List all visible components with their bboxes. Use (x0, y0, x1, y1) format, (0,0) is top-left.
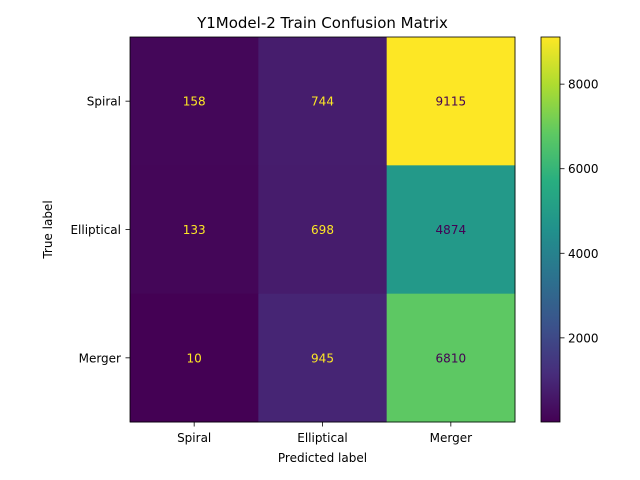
heatmap-cell (258, 293, 388, 423)
colorbar-tick-label: 6000 (568, 162, 599, 176)
colorbar-gradient (540, 36, 561, 423)
y-tick-label: Elliptical (70, 223, 121, 237)
cell-value-label: 9115 (436, 95, 467, 109)
cell-value-label: 4874 (436, 223, 467, 237)
cell-value-label: 158 (183, 95, 206, 109)
cell-value-label: 10 (187, 351, 202, 365)
cell-value-label: 6810 (436, 351, 467, 365)
cell-value-label: 133 (183, 223, 206, 237)
y-axis-ticks: Spiral Elliptical Merger (70, 95, 130, 365)
cell-value-label: 744 (311, 95, 334, 109)
heatmap-cells (130, 37, 516, 423)
y-axis-label: True label (41, 200, 55, 259)
colorbar-tick-label: 2000 (568, 331, 599, 345)
y-tick-label: Merger (79, 351, 121, 365)
heatmap-cell (130, 293, 259, 423)
cell-value-label: 698 (311, 223, 334, 237)
heatmap-cell (386, 37, 516, 166)
colorbar-tick-label: 8000 (568, 78, 599, 92)
heatmap-cell (386, 293, 516, 423)
heatmap-cell (386, 165, 516, 295)
colorbar-tick-label: 4000 (568, 247, 599, 261)
x-tick-label: Merger (430, 431, 472, 445)
heatmap-cell (130, 165, 259, 295)
colorbar-ticks: 2000 4000 6000 8000 (560, 78, 599, 345)
cell-value-label: 945 (311, 351, 334, 365)
x-tick-label: Elliptical (297, 431, 348, 445)
x-tick-label: Spiral (177, 431, 211, 445)
x-axis-ticks: Spiral Elliptical Merger (177, 422, 472, 445)
x-axis-label: Predicted label (278, 451, 367, 465)
heatmap-cell (258, 37, 388, 166)
chart-title: Y1Model-2 Train Confusion Matrix (196, 14, 448, 32)
heatmap-cell-labels: 158 744 9115 133 698 4874 10 945 6810 (183, 95, 466, 366)
heatmap-cell (258, 165, 388, 295)
y-tick-label: Spiral (87, 95, 121, 109)
heatmap-cell (130, 37, 259, 166)
colorbar: 2000 4000 6000 8000 (540, 36, 599, 423)
